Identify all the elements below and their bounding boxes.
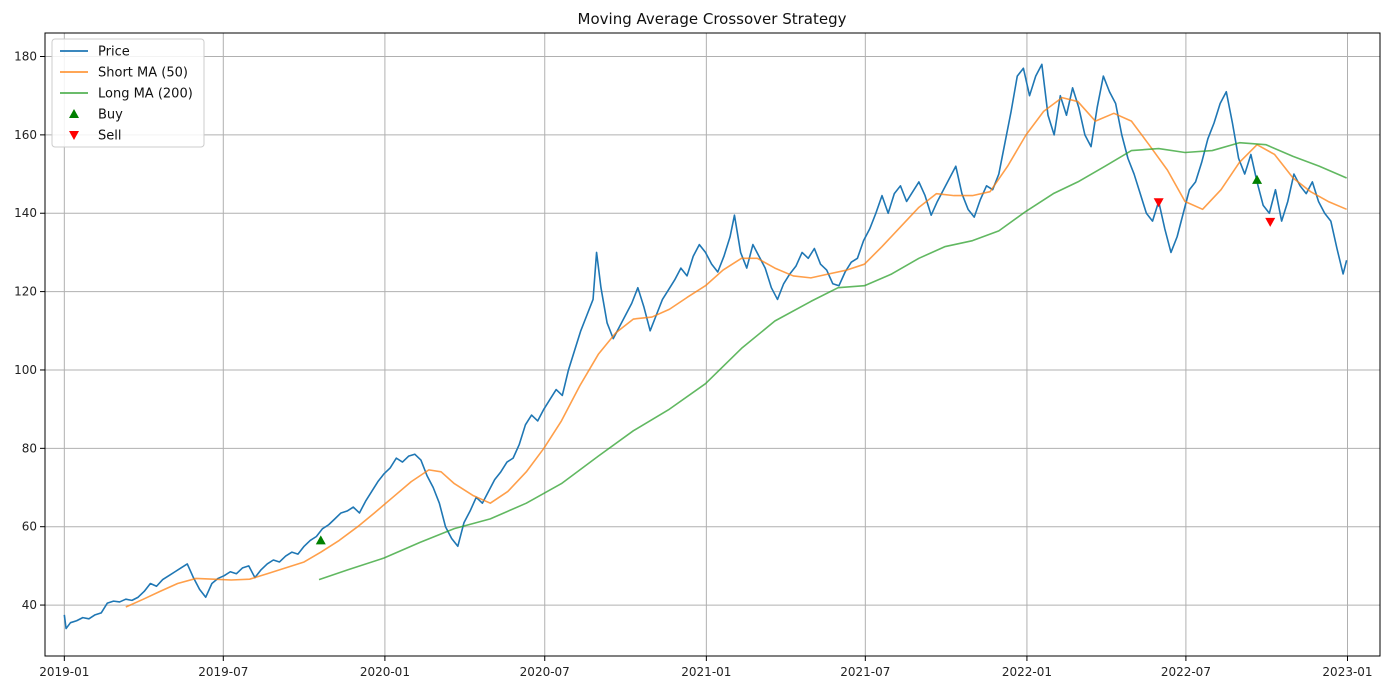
markers-layer — [315, 174, 1276, 545]
y-tick-label: 40 — [22, 598, 37, 612]
series-line-short-ma-50 — [125, 96, 1347, 608]
y-tick-label: 120 — [14, 285, 37, 299]
grid — [45, 33, 1380, 656]
x-tick-label: 2022-07 — [1161, 665, 1211, 679]
chart-title: Moving Average Crossover Strategy — [578, 10, 847, 28]
x-tick-label: 2023-01 — [1322, 665, 1372, 679]
series-line-long-ma-200 — [318, 141, 1347, 581]
legend-label-short-ma-50: Short MA (50) — [98, 66, 188, 81]
x-axis: 2019-01 2019-07 2020-01 2020-07 2021-01 2021-… — [39, 656, 1373, 679]
y-tick-label: 180 — [14, 50, 37, 64]
legend-label-sell: Sell — [98, 129, 121, 144]
sell-marker — [1265, 217, 1276, 227]
y-tick-label: 100 — [14, 363, 37, 377]
x-tick-label: 2020-01 — [360, 665, 410, 679]
legend-label-buy: Buy — [98, 108, 123, 123]
legend: Price Short MA (50) Long MA (200) Buy Sell — [51, 38, 205, 148]
legend-box — [51, 38, 205, 148]
legend-label-long-ma-200: Long MA (200) — [98, 87, 193, 102]
series-line-price — [63, 63, 1348, 630]
series-layer — [63, 63, 1348, 630]
x-tick-label: 2022-01 — [1002, 665, 1052, 679]
x-tick-label: 2019-07 — [198, 665, 248, 679]
sell-marker — [1153, 198, 1164, 208]
y-tick-label: 60 — [22, 520, 37, 534]
x-tick-label: 2021-07 — [840, 665, 890, 679]
x-tick-label: 2021-01 — [681, 665, 731, 679]
y-tick-label: 80 — [22, 441, 37, 455]
legend-swatch-buy — [69, 109, 79, 118]
x-tick-label: 2020-07 — [520, 665, 570, 679]
y-tick-label: 160 — [14, 128, 37, 142]
legend-label-price: Price — [98, 45, 130, 60]
y-axis: 40 60 80 100 120 140 160 180 — [14, 50, 45, 612]
buy-marker — [315, 535, 326, 545]
legend-swatch-sell — [69, 131, 79, 140]
y-tick-label: 140 — [14, 206, 37, 220]
plot-frame — [44, 32, 1381, 657]
x-tick-label: 2019-01 — [39, 665, 89, 679]
buy-marker — [1252, 174, 1263, 184]
